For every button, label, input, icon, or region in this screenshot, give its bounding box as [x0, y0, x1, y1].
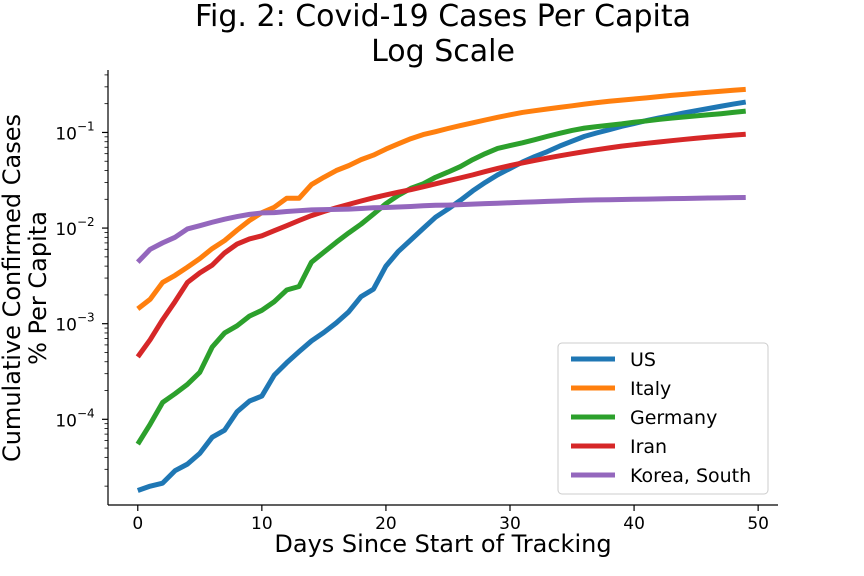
axes — [107, 70, 778, 506]
x-tick-label: 0 — [132, 514, 143, 534]
x-tick-label: 20 — [375, 514, 397, 534]
y-tick-exponent: −2 — [77, 215, 95, 229]
y-tick-label: 10 −4 — [55, 406, 94, 431]
y-tick-base: 10 — [55, 411, 77, 431]
x-axis-label: Days Since Start of Tracking — [274, 530, 611, 558]
y-ticks: 10−410−310−210−1 — [55, 74, 108, 487]
x-tick-label: 10 — [251, 514, 273, 534]
chart-subtitle: Log Scale — [371, 34, 515, 69]
y-tick-label: 10 −3 — [55, 311, 94, 336]
series-lines — [135, 86, 747, 493]
legend-frame — [557, 342, 769, 495]
x-ticks: 0 10 20 30 40 50 — [132, 505, 769, 534]
y-tick-exponent: −4 — [77, 406, 95, 420]
y-tick-label: 10 −2 — [55, 215, 94, 240]
legend-label: US — [630, 349, 656, 371]
series-line-1 — [136, 86, 746, 311]
y-axis-label: Cumulative Confirmed Cases — [0, 114, 26, 462]
legend: US Italy Germany Iran Korea, South — [557, 342, 769, 495]
x-tick-label: 30 — [499, 514, 521, 534]
x-tick-label: 40 — [623, 514, 645, 534]
series-line-3 — [135, 131, 746, 359]
legend-label: Korea, South — [630, 465, 751, 487]
legend-label: Italy — [630, 378, 671, 400]
y-tick-base: 10 — [55, 124, 77, 144]
y-tick-exponent: −1 — [77, 119, 95, 133]
legend-label: Iran — [630, 436, 667, 458]
y-axis-label-2: % Per Capita — [24, 211, 52, 365]
x-tick-label: 50 — [747, 514, 769, 534]
y-tick-base: 10 — [55, 220, 77, 240]
chart-title: Fig. 2: Covid-19 Cases Per Capita — [195, 0, 691, 34]
y-tick-base: 10 — [55, 316, 77, 336]
legend-label: Germany — [630, 407, 717, 429]
series-line-2 — [135, 108, 746, 446]
y-tick-exponent: −3 — [77, 311, 95, 325]
series-line-4 — [135, 194, 746, 264]
y-tick-label: 10 −1 — [55, 119, 94, 144]
